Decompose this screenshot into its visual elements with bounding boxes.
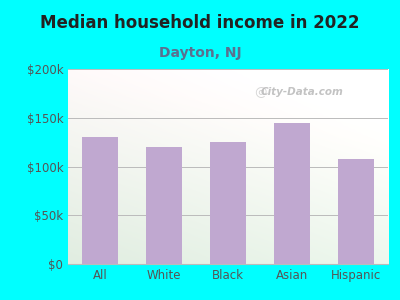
Text: Dayton, NJ: Dayton, NJ — [159, 46, 241, 61]
Bar — [210, 142, 246, 264]
Bar — [274, 123, 310, 264]
Text: City-Data.com: City-Data.com — [260, 87, 343, 98]
Bar — [82, 137, 118, 264]
Text: Median household income in 2022: Median household income in 2022 — [40, 14, 360, 32]
Text: @: @ — [254, 86, 266, 99]
Bar — [146, 147, 182, 264]
Bar — [338, 159, 374, 264]
